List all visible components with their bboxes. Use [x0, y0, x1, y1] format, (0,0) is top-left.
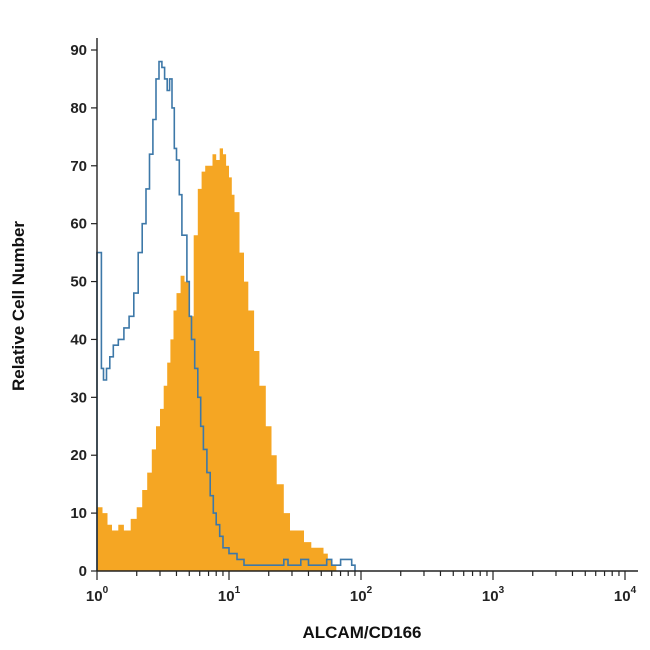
- ticks: 0 10 20 30 40 50 60 70 80 90 100 101 102 103 104: [70, 42, 636, 605]
- axes: [96, 38, 638, 572]
- y-tick-label-40: 40: [70, 331, 87, 348]
- y-tick-label-50: 50: [70, 274, 87, 291]
- series-0-filled-histogram: [97, 148, 337, 571]
- series-1-outline-histogram: [96, 60, 356, 571]
- x-tick-label-4: 104: [614, 585, 637, 605]
- x-axis-title: ALCAM/CD166: [302, 623, 421, 642]
- y-tick-label-70: 70: [70, 158, 87, 175]
- x-tick-label-0: 100: [86, 585, 109, 605]
- y-tick-label-20: 20: [70, 447, 87, 464]
- y-tick-label-30: 30: [70, 389, 87, 406]
- y-tick-label-90: 90: [70, 42, 87, 59]
- y-tick-label-0: 0: [79, 563, 87, 580]
- y-tick-label-80: 80: [70, 100, 87, 117]
- y-tick-label-10: 10: [70, 505, 87, 522]
- x-tick-label-2: 102: [350, 585, 373, 605]
- x-tick-label-1: 101: [218, 585, 241, 605]
- x-tick-label-3: 103: [482, 585, 505, 605]
- y-axis-title: Relative Cell Number: [9, 221, 28, 391]
- y-tick-label-60: 60: [70, 216, 87, 233]
- plot-area: [96, 60, 356, 571]
